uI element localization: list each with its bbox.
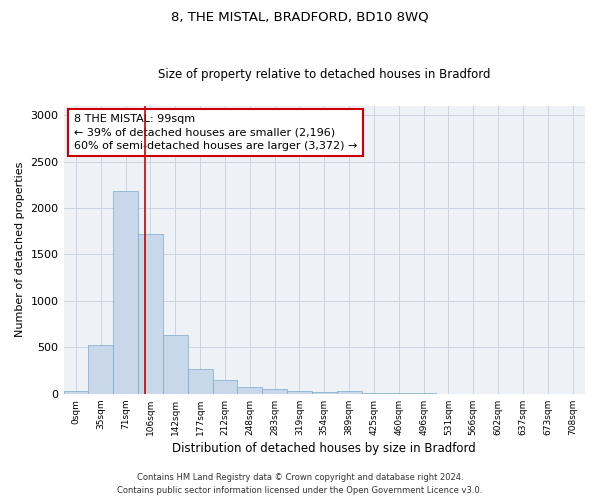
Text: Contains HM Land Registry data © Crown copyright and database right 2024.
Contai: Contains HM Land Registry data © Crown c… — [118, 474, 482, 495]
Bar — [312, 392, 337, 394]
Y-axis label: Number of detached properties: Number of detached properties — [15, 162, 25, 338]
Bar — [212, 380, 238, 394]
Text: 8, THE MISTAL, BRADFORD, BD10 8WQ: 8, THE MISTAL, BRADFORD, BD10 8WQ — [171, 10, 429, 23]
Bar — [188, 368, 212, 394]
Bar — [88, 345, 113, 394]
Bar — [138, 234, 163, 394]
Bar — [238, 387, 262, 394]
Bar — [113, 191, 138, 394]
Title: Size of property relative to detached houses in Bradford: Size of property relative to detached ho… — [158, 68, 491, 81]
Bar — [64, 391, 88, 394]
Bar — [262, 388, 287, 394]
Bar — [337, 392, 362, 394]
Bar — [163, 335, 188, 394]
Bar — [287, 390, 312, 394]
X-axis label: Distribution of detached houses by size in Bradford: Distribution of detached houses by size … — [172, 442, 476, 455]
Text: 8 THE MISTAL: 99sqm
← 39% of detached houses are smaller (2,196)
60% of semi-det: 8 THE MISTAL: 99sqm ← 39% of detached ho… — [74, 114, 358, 151]
